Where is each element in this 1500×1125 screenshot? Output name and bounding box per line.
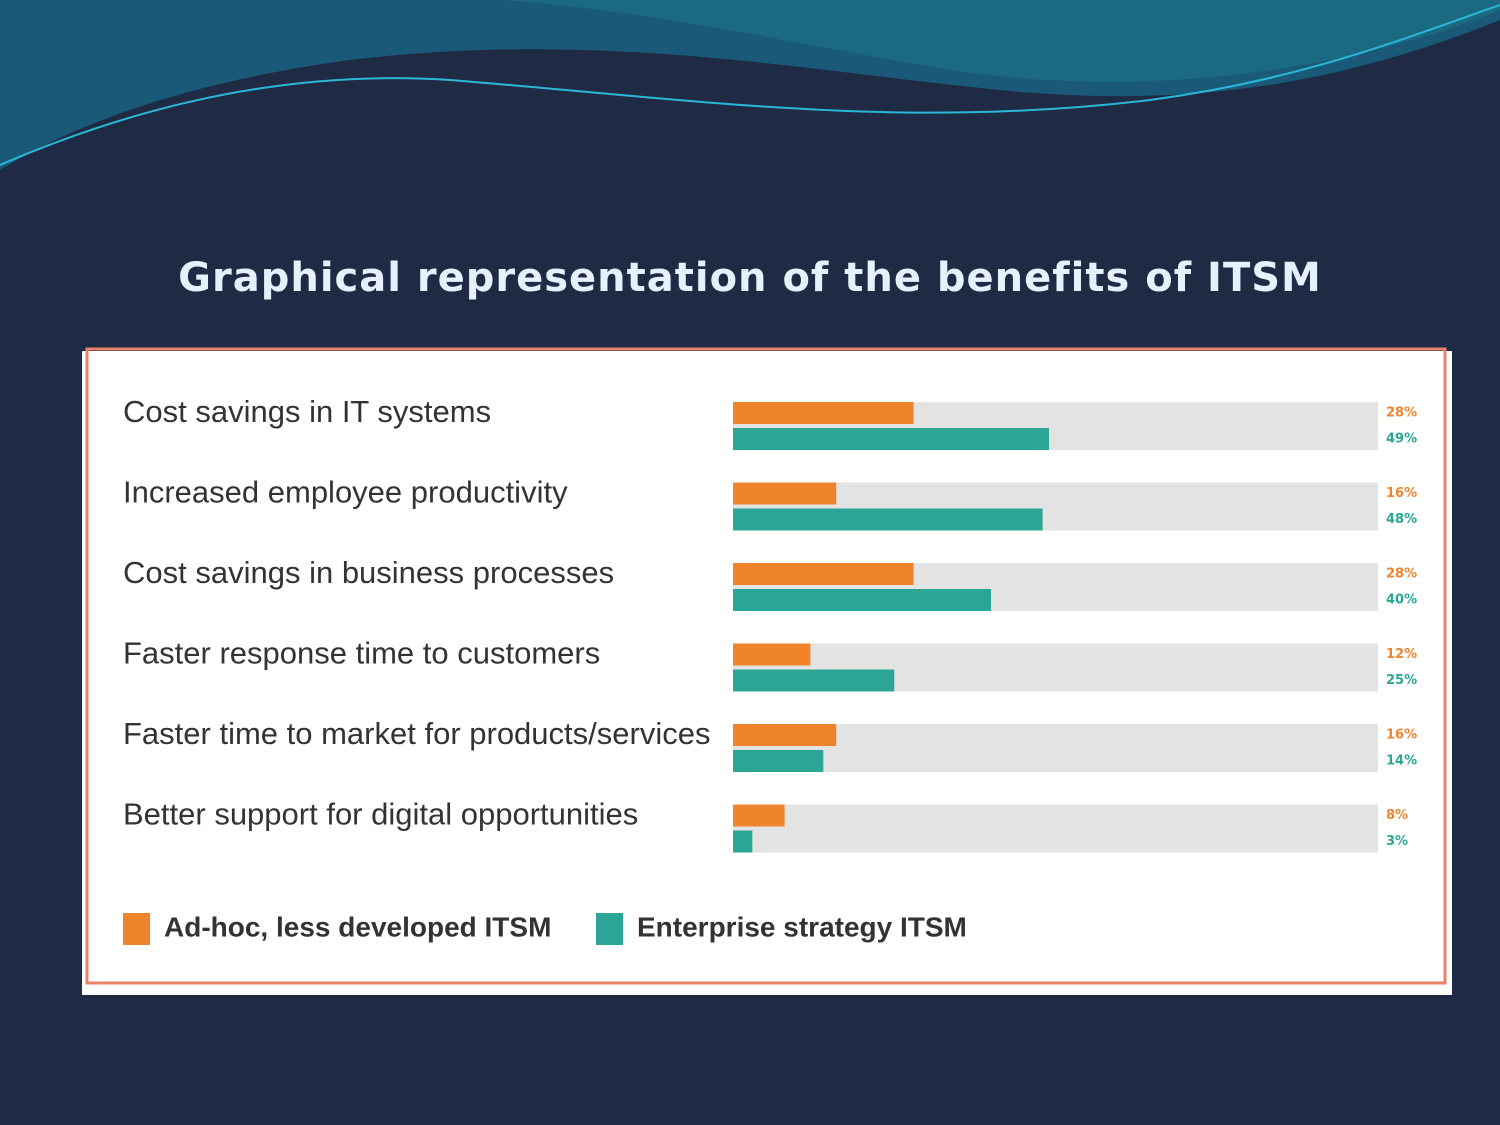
value-label: 25% [1386, 673, 1417, 688]
category-label: Better support for digital opportunities [123, 797, 638, 832]
wave-line [0, 4, 1500, 166]
value-label: 40% [1386, 593, 1417, 608]
value-label: 49% [1386, 432, 1417, 447]
bar-track [733, 804, 1378, 853]
bar [733, 750, 824, 772]
value-label: 28% [1386, 567, 1417, 582]
bar [733, 669, 895, 692]
slide-title: Graphical representation of the benefits… [178, 255, 1322, 301]
bar [733, 563, 914, 585]
bar [733, 508, 1043, 531]
legend-label: Ad-hoc, less developed ITSM [164, 911, 551, 942]
value-label: 8% [1386, 808, 1408, 823]
category-label: Cost savings in business processes [123, 555, 614, 590]
bar [733, 804, 785, 827]
category-label: Cost savings in IT systems [123, 394, 491, 429]
bar [733, 482, 837, 505]
bar [733, 589, 991, 611]
value-label: 16% [1386, 728, 1417, 743]
bar [733, 643, 811, 666]
value-label: 12% [1386, 647, 1417, 662]
wave [500, 0, 1500, 82]
legend-swatch [596, 913, 623, 945]
value-label: 3% [1386, 834, 1408, 849]
bar [733, 830, 753, 853]
chart-border [85, 347, 1447, 985]
bar [733, 724, 837, 746]
bar [733, 402, 914, 424]
value-label: 14% [1386, 754, 1417, 769]
legend-swatch [123, 913, 150, 945]
bar-track [733, 724, 1378, 772]
value-label: 48% [1386, 512, 1417, 527]
category-label: Increased employee productivity [123, 475, 568, 510]
category-label: Faster time to market for products/servi… [123, 716, 710, 751]
category-label: Faster response time to customers [123, 636, 600, 671]
value-label: 16% [1386, 486, 1417, 501]
legend-label: Enterprise strategy ITSM [637, 911, 967, 942]
bar [733, 428, 1050, 450]
value-label: 28% [1386, 406, 1417, 421]
